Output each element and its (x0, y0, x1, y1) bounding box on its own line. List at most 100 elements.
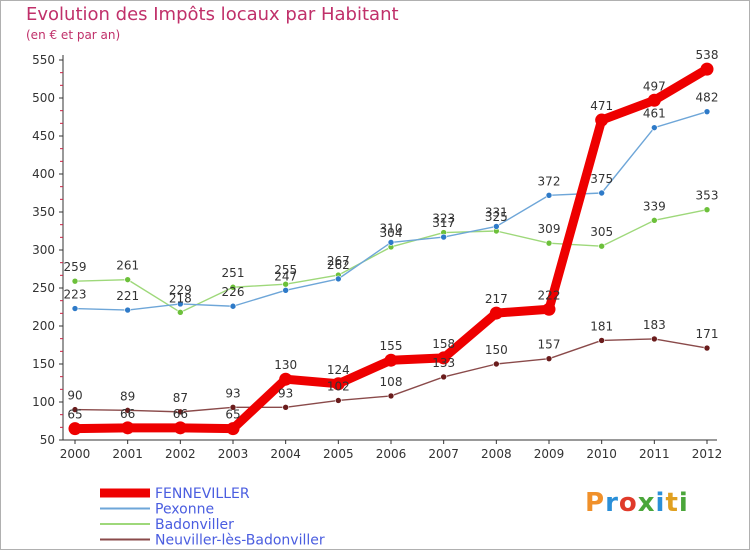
data-label: 108 (380, 375, 403, 389)
data-label: 155 (380, 339, 403, 353)
x-tick-label: 2008 (481, 447, 512, 461)
data-point (121, 421, 135, 435)
logo-letter: t (665, 488, 679, 518)
x-tick-label: 2010 (586, 447, 617, 461)
x-tick-label: 2003 (218, 447, 249, 461)
data-point (489, 306, 503, 320)
data-label: 353 (696, 189, 719, 203)
data-point (335, 275, 342, 283)
data-label: 66 (120, 407, 135, 421)
data-point (384, 353, 398, 367)
data-label: 222 (538, 288, 561, 302)
legend-label: FENNEVILLER (155, 486, 250, 502)
x-tick-label: 2002 (165, 447, 196, 461)
data-label: 183 (643, 318, 666, 332)
legend-label: Neuviller-lès-Badonviller (155, 533, 325, 549)
data-label: 93 (278, 386, 293, 400)
chart-subtitle: (en € et par an) (26, 28, 121, 42)
series-line-pexonne (74, 110, 708, 311)
legend-label: Badonviller (155, 517, 234, 533)
data-point (177, 309, 184, 316)
data-point (437, 351, 451, 365)
chart-title: Evolution des Impôts locaux par Habitant (26, 4, 399, 25)
data-label: 87 (173, 391, 188, 405)
data-point (229, 404, 237, 411)
data-point (647, 93, 661, 107)
data-point (173, 421, 187, 435)
data-label: 93 (225, 386, 240, 400)
data-label: 133 (432, 356, 455, 370)
data-point (598, 337, 605, 344)
y-tick-label: 150 (32, 357, 55, 371)
data-label: 251 (222, 266, 245, 280)
data-label: 221 (116, 289, 139, 303)
data-point (124, 276, 131, 283)
data-point (595, 113, 609, 127)
data-point (279, 372, 293, 386)
data-point (177, 408, 184, 416)
legend: FENNEVILLERPexonneBadonvillerNeuviller-l… (100, 486, 325, 549)
y-tick-label: 300 (32, 243, 55, 257)
x-tick-label: 2000 (60, 447, 91, 461)
value-labels: 90 89 87 93 93 102 108 133 150 157 181 183 171 259 261… (64, 48, 719, 421)
data-point (71, 277, 79, 285)
y-tick-label: 350 (32, 205, 55, 219)
data-label: 226 (222, 285, 245, 299)
data-label: 181 (590, 319, 613, 333)
x-tick-label: 2005 (323, 447, 354, 461)
data-label: 158 (432, 337, 455, 351)
data-label: 325 (485, 210, 508, 224)
legend-label: Pexonne (155, 502, 214, 518)
logo-letter: P (585, 488, 606, 518)
x-tick-label: 2004 (270, 447, 301, 461)
y-tick-label: 550 (32, 53, 55, 67)
data-label: 157 (538, 338, 561, 352)
data-point (331, 377, 345, 391)
data-point (651, 335, 658, 343)
x-tick-label: 2011 (639, 447, 670, 461)
y-tick-label: 250 (32, 281, 55, 295)
data-label: 331 (485, 205, 508, 219)
data-point (177, 300, 184, 308)
data-label: 482 (696, 91, 719, 105)
y-tick-label: 100 (32, 395, 55, 409)
data-label: 339 (643, 199, 666, 213)
data-point (229, 283, 237, 291)
data-label: 229 (169, 283, 192, 297)
data-point (124, 407, 131, 414)
data-label: 305 (590, 225, 613, 239)
data-point (71, 406, 79, 413)
data-label: 471 (590, 99, 613, 113)
data-point (703, 206, 711, 214)
data-point (440, 373, 447, 381)
x-tick-label: 2001 (112, 447, 143, 461)
logo-letter: i (678, 488, 689, 518)
data-label: 89 (120, 389, 135, 403)
data-point (124, 306, 131, 314)
data-label: 259 (64, 260, 87, 274)
data-label: 538 (696, 48, 719, 62)
data-label: 375 (590, 172, 613, 186)
data-label: 171 (696, 327, 719, 341)
data-point (335, 397, 342, 404)
data-label: 218 (169, 291, 192, 305)
data-label: 461 (643, 107, 666, 121)
data-label: 267 (327, 254, 350, 268)
data-point (700, 62, 714, 76)
y-tick-label: 50 (40, 433, 55, 447)
data-label: 90 (67, 389, 82, 403)
data-point (651, 217, 658, 224)
y-tick-label: 500 (32, 91, 55, 105)
data-point (542, 302, 556, 316)
axes: 50 100 150 200 250 300 350 400 450 500 550 2000 2001… (32, 53, 722, 461)
proxiti-logo: Proxiti (585, 488, 689, 518)
data-point (651, 124, 658, 131)
data-label: 497 (643, 79, 666, 93)
data-point (440, 233, 447, 241)
data-label: 66 (173, 407, 188, 421)
data-label: 309 (538, 222, 561, 236)
data-label: 130 (274, 358, 297, 372)
data-point (703, 108, 711, 115)
logo-letter: o (618, 488, 638, 518)
